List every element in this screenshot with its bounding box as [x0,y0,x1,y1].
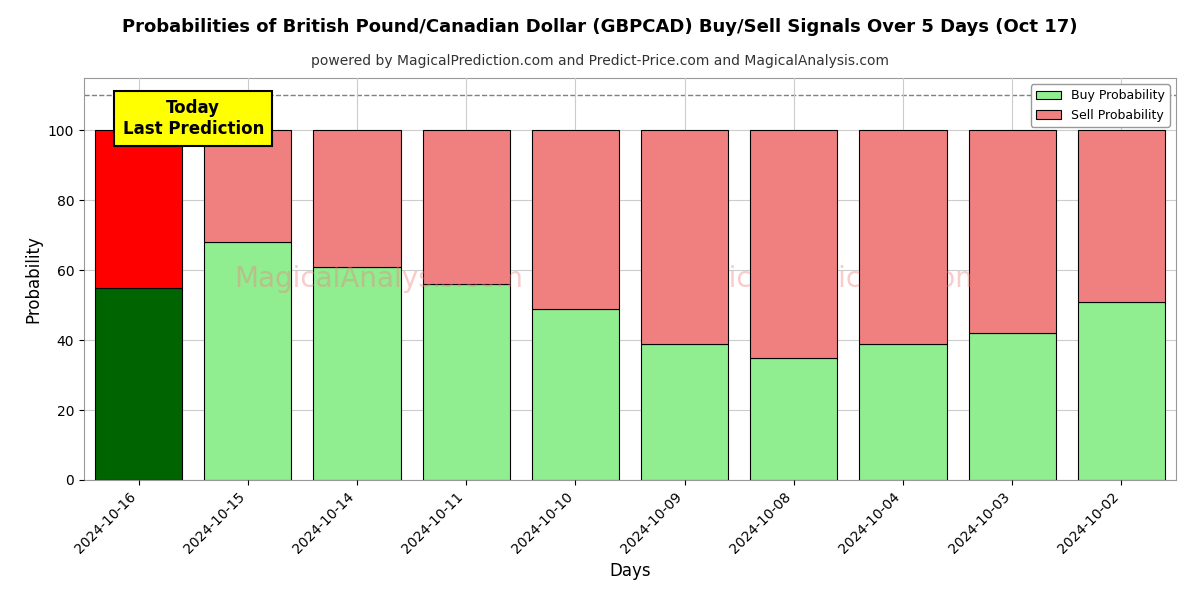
Text: MagicalPrediction.com: MagicalPrediction.com [671,265,983,293]
Text: MagicalAnalysis.com: MagicalAnalysis.com [234,265,523,293]
Bar [750,358,838,480]
Bar [641,344,728,480]
Bar [422,284,510,480]
Bar [1078,130,1165,302]
Bar [532,130,619,309]
X-axis label: Days: Days [610,562,650,580]
Bar [1078,302,1165,480]
Bar [313,267,401,480]
Y-axis label: Probability: Probability [24,235,42,323]
Bar [313,130,401,267]
Text: Probabilities of British Pound/Canadian Dollar (GBPCAD) Buy/Sell Signals Over 5 : Probabilities of British Pound/Canadian … [122,18,1078,36]
Bar [204,242,292,480]
Bar [859,130,947,344]
Bar [95,288,182,480]
Bar [641,130,728,344]
Bar [968,130,1056,333]
Bar [968,333,1056,480]
Bar [750,130,838,358]
Text: Today
Last Prediction: Today Last Prediction [122,99,264,138]
Bar [532,309,619,480]
Bar [422,130,510,284]
Text: powered by MagicalPrediction.com and Predict-Price.com and MagicalAnalysis.com: powered by MagicalPrediction.com and Pre… [311,54,889,68]
Bar [859,344,947,480]
Bar [204,130,292,242]
Legend: Buy Probability, Sell Probability: Buy Probability, Sell Probability [1031,84,1170,127]
Bar [95,130,182,288]
